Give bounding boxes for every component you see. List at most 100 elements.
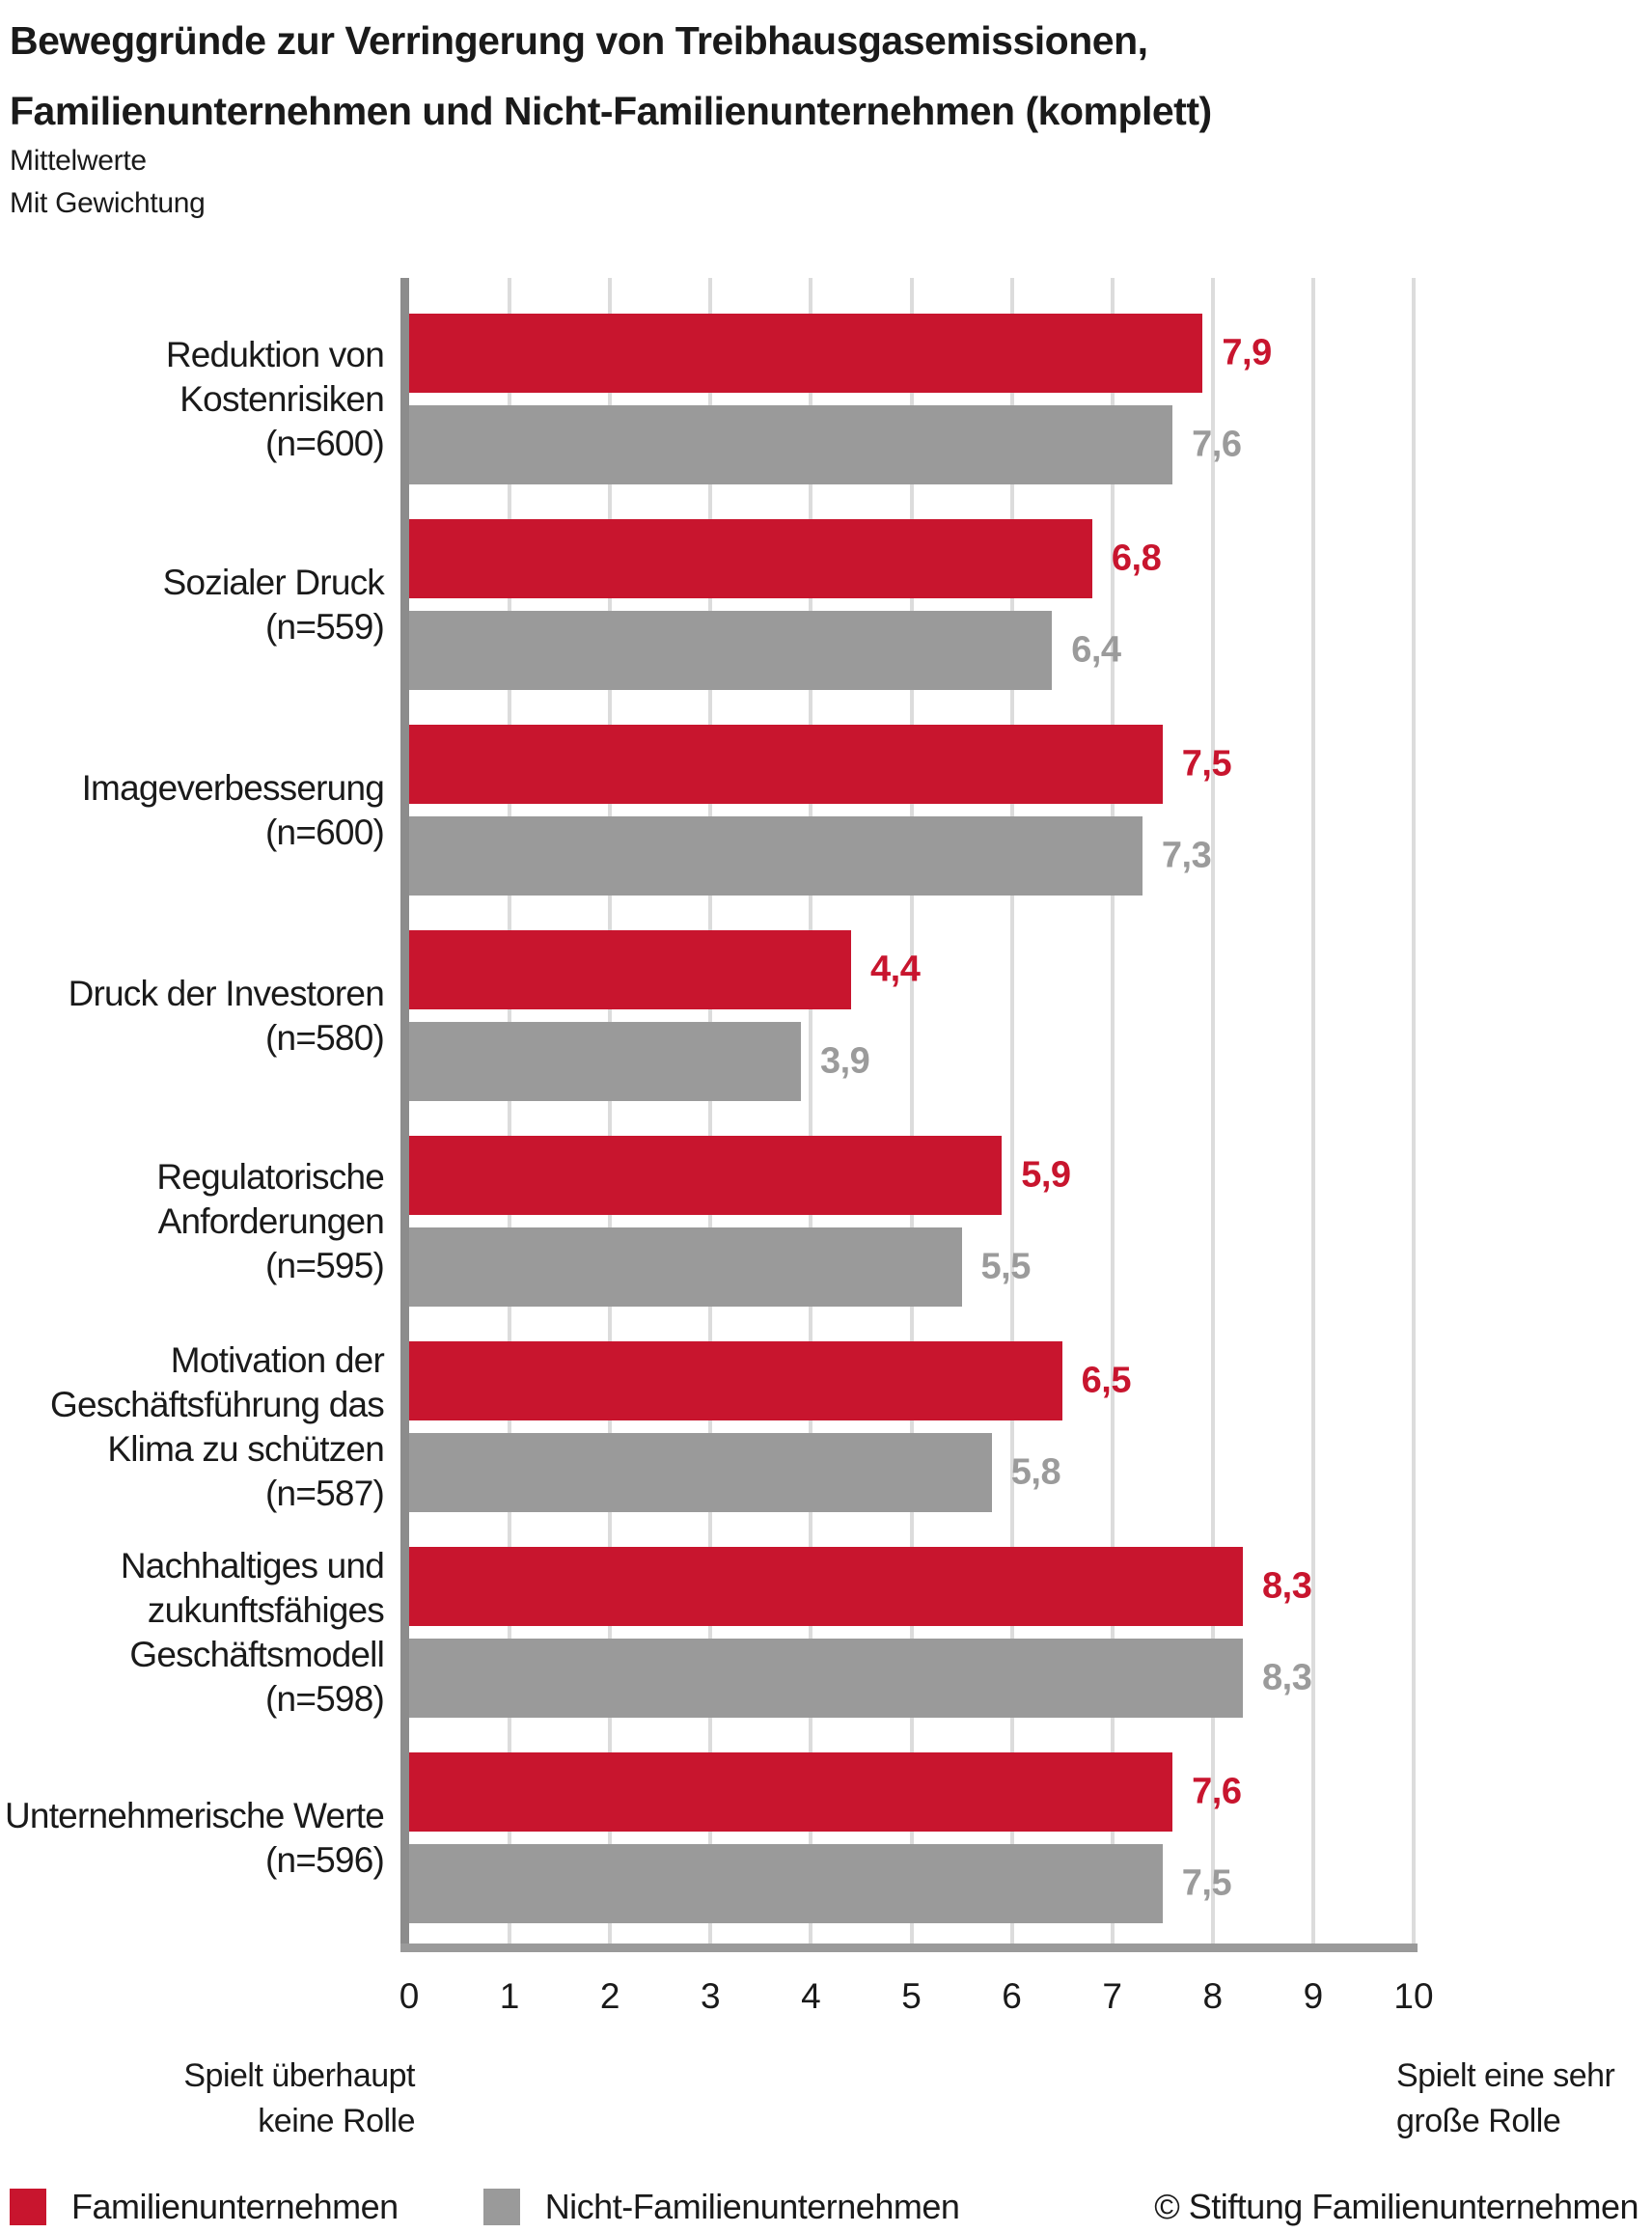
legend-label: Nicht-Familienunternehmen: [544, 2187, 960, 2226]
category-label: Motivation der Geschäftsführung das Klima …: [0, 1339, 385, 1513]
subtitle-line-2: Mit Gewichtung: [10, 187, 206, 219]
category-label-line: Geschäftsmodell: [129, 1634, 384, 1674]
category-label-line: (n=595): [265, 1245, 385, 1285]
bar-nicht-familienunternehmen: 5,8: [409, 1433, 1061, 1512]
bar-value-label: 5,5: [980, 1246, 1032, 1287]
category-labels-column: Reduktion von Kostenrisiken (n=600) Soziale…: [0, 278, 385, 1952]
gridline: [608, 278, 613, 1944]
gridline: [1110, 278, 1115, 1944]
gridline: [708, 278, 713, 1944]
category-label-line: zukunftsfähiges: [147, 1589, 385, 1630]
x-axis-max-label-line-1: Spielt eine sehr: [1396, 2057, 1615, 2094]
bar-value-label: 5,8: [1010, 1451, 1061, 1493]
category-label-line: (n=600): [265, 423, 385, 463]
category-label-line: (n=587): [265, 1473, 385, 1513]
x-tick-label: 10: [1393, 1976, 1434, 2016]
bar-familienunternehmen: 4,4: [409, 930, 921, 1009]
category-label-line: (n=580): [265, 1017, 385, 1058]
bar-value-label: 6,4: [1071, 629, 1121, 671]
legend-swatch: [482, 2189, 520, 2225]
bar-value-label: 7,6: [1192, 424, 1242, 465]
x-axis-max-label-line-2: große Rolle: [1396, 2103, 1561, 2139]
bar-nicht-familienunternehmen: 7,3: [409, 816, 1212, 896]
x-tick-label: 6: [1002, 1976, 1022, 2016]
category-label: Nachhaltiges und zukunftsfähiges Geschäfts…: [0, 1546, 385, 1719]
category-label-line: Sozialer Druck: [162, 562, 385, 602]
bar-familienunternehmen: 8,3: [409, 1547, 1312, 1626]
category-label: Reduktion von Kostenrisiken (n=600): [0, 314, 385, 484]
x-axis-min-label-line-1: Spielt überhaupt: [183, 2057, 415, 2094]
x-tick-label: 7: [1102, 1976, 1122, 2016]
bar-nicht-familienunternehmen: 3,9: [409, 1022, 870, 1101]
subtitle-line-1: Mittelwerte: [10, 145, 147, 177]
y-axis-line: [400, 278, 409, 1952]
category-label-line: Druck der Investoren: [68, 973, 385, 1013]
category-label: Druck der Investoren (n=580): [0, 930, 385, 1101]
category-label: Sozialer Druck (n=559): [0, 519, 385, 690]
chart-subtitle: Mittelwerte Mit Gewichtung: [10, 140, 206, 225]
x-tick-label: 8: [1202, 1976, 1224, 2016]
gridline: [1210, 278, 1215, 1944]
bar-value-label: 7,5: [1181, 1862, 1232, 1904]
category-label-line: Kostenrisiken: [179, 378, 385, 419]
bar-value-label: 4,4: [870, 949, 921, 990]
legend-item: Familienunternehmen: [10, 2187, 399, 2227]
category-label: Imageverbesserung (n=600): [0, 725, 385, 896]
category-label-line: Regulatorische: [156, 1156, 384, 1197]
chart-title: Beweggründe zur Verringerung von Treibha…: [10, 6, 1212, 147]
x-tick-label: 2: [599, 1976, 620, 2016]
gridline: [909, 278, 914, 1944]
x-tick-label: 0: [399, 1976, 420, 2016]
category-label-line: Geschäftsführung das: [50, 1384, 385, 1424]
category-label-line: (n=596): [265, 1839, 385, 1880]
bar-nicht-familienunternehmen: 7,5: [409, 1844, 1232, 1923]
bar-familienunternehmen: 6,5: [409, 1341, 1131, 1420]
bar-nicht-familienunternehmen: 8,3: [409, 1639, 1312, 1718]
x-axis-line: [400, 1944, 1418, 1952]
gridline: [508, 278, 512, 1944]
x-tick-label: 5: [901, 1976, 922, 2016]
category-label-line: (n=559): [265, 606, 385, 647]
x-tick-label: 1: [499, 1976, 520, 2016]
category-label-line: Motivation der: [170, 1339, 385, 1380]
bar-nicht-familienunternehmen: 6,4: [409, 611, 1121, 690]
bar-value-label: 7,6: [1192, 1771, 1242, 1812]
bar-chart: Reduktion von Kostenrisiken (n=600) Soziale…: [0, 278, 1652, 2139]
bar-value-label: 5,9: [1021, 1154, 1071, 1196]
bar-value-label: 8,3: [1262, 1565, 1312, 1607]
legend-label: Familienunternehmen: [71, 2187, 399, 2226]
x-axis-tick-labels: 0 1 2 3 4 5 6 7 8 9 10: [399, 1976, 1434, 2025]
bar-value-label: 6,8: [1111, 538, 1162, 579]
chart-title-line-2: Familienunternehmen und Nicht-Familienun…: [10, 89, 1212, 133]
x-tick-label: 9: [1303, 1976, 1324, 2016]
x-tick-label: 3: [701, 1976, 721, 2016]
bar-familienunternehmen: 6,8: [409, 519, 1162, 598]
copyright: © Stiftung Familienunternehmen: [1154, 2187, 1638, 2226]
bar-nicht-familienunternehmen: 7,6: [409, 405, 1242, 484]
bar-value-label: 6,5: [1081, 1360, 1132, 1401]
legend: Familienunternehmen Nicht-Familienunterne…: [10, 2185, 1638, 2229]
x-tick-label: 4: [801, 1976, 821, 2016]
category-label-line: (n=600): [265, 812, 385, 852]
bar-nicht-familienunternehmen: 5,5: [409, 1227, 1031, 1307]
category-label-line: Anforderungen: [157, 1200, 385, 1241]
category-label-line: Imageverbesserung: [81, 767, 385, 808]
gridline: [1310, 278, 1315, 1944]
bar-value-label: 3,9: [819, 1040, 870, 1082]
legend-item: Nicht-Familienunternehmen: [482, 2187, 960, 2227]
x-axis-max-label: Spielt eine sehr große Rolle: [1396, 2054, 1615, 2144]
x-axis-min-label: Spielt überhaupt keine Rolle: [0, 2054, 415, 2144]
bar-value-label: 8,3: [1262, 1657, 1312, 1698]
gridline: [1009, 278, 1014, 1944]
bar-familienunternehmen: 7,9: [409, 314, 1272, 393]
category-label: Regulatorische Anforderungen (n=595): [0, 1136, 384, 1307]
bar-value-label: 7,9: [1222, 332, 1272, 373]
category-label: Unternehmerische Werte (n=596): [0, 1752, 385, 1923]
bar-familienunternehmen: 7,5: [409, 725, 1232, 804]
category-label-line: Reduktion von: [165, 334, 385, 374]
legend-swatch: [10, 2189, 46, 2225]
legend-items: Familienunternehmen Nicht-Familienunterne…: [10, 2185, 1638, 2229]
bar-value-label: 7,5: [1181, 743, 1232, 785]
bar-value-label: 7,3: [1161, 835, 1212, 876]
